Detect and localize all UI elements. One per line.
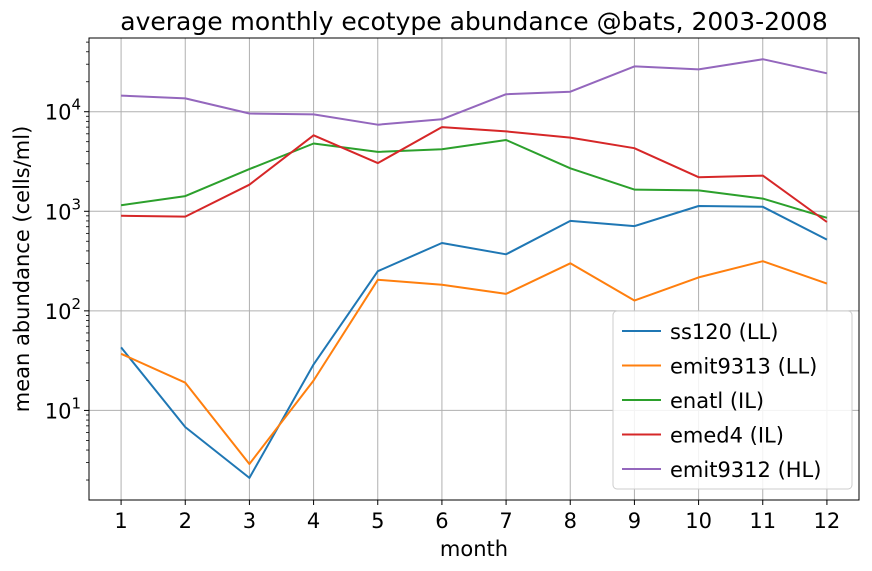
plot-area-frame xyxy=(88,37,860,501)
y-axis-label: mean abundance (cells/ml) xyxy=(10,126,34,413)
x-tick-label: 10 xyxy=(685,509,712,533)
y-tick-label: 103 xyxy=(45,195,81,224)
series-line-ss120 xyxy=(120,205,828,479)
x-axis-label: month xyxy=(440,537,508,561)
legend-label: ss120 (LL) xyxy=(670,320,778,344)
x-tick-label: 2 xyxy=(179,509,192,533)
series-line-emit9313 xyxy=(120,260,828,465)
x-tick-label: 8 xyxy=(564,509,577,533)
y-tick-label: 101 xyxy=(45,394,81,423)
series-line-enatl xyxy=(120,139,828,219)
x-tick-label: 3 xyxy=(243,509,256,533)
legend-label: emit9313 (LL) xyxy=(670,355,817,379)
legend-label: emit9312 (HL) xyxy=(670,458,821,482)
legend-label: enatl (IL) xyxy=(670,389,764,413)
series-line-emit9312 xyxy=(121,58,828,126)
x-tick-label: 12 xyxy=(814,509,841,533)
x-tick-label: 9 xyxy=(628,509,641,533)
x-axis-ticks: 1 2 3 4 5 6 7 8 9 10 11 12 xyxy=(114,500,840,533)
series-line-emed4 xyxy=(121,126,828,223)
x-tick-label: 5 xyxy=(371,509,384,533)
x-tick-label: 7 xyxy=(499,509,512,533)
y-axis-ticks: 101 102 103 104 xyxy=(45,96,89,423)
x-tick-label: 4 xyxy=(307,509,320,533)
y-tick-label: 104 xyxy=(45,96,81,125)
chart-title: average monthly ecotype abundance @bats,… xyxy=(120,7,828,36)
legend-box xyxy=(612,310,853,490)
x-tick-label: 11 xyxy=(749,509,776,533)
x-tick-label: 1 xyxy=(114,509,127,533)
series-lines xyxy=(120,58,828,479)
legend-label: emed4 (IL) xyxy=(670,424,784,448)
y-tick-label: 102 xyxy=(45,295,81,324)
x-tick-label: 6 xyxy=(435,509,448,533)
legend: ss120 (LL) emit9313 (LL) enatl (IL) emed4 (… xyxy=(612,310,853,490)
